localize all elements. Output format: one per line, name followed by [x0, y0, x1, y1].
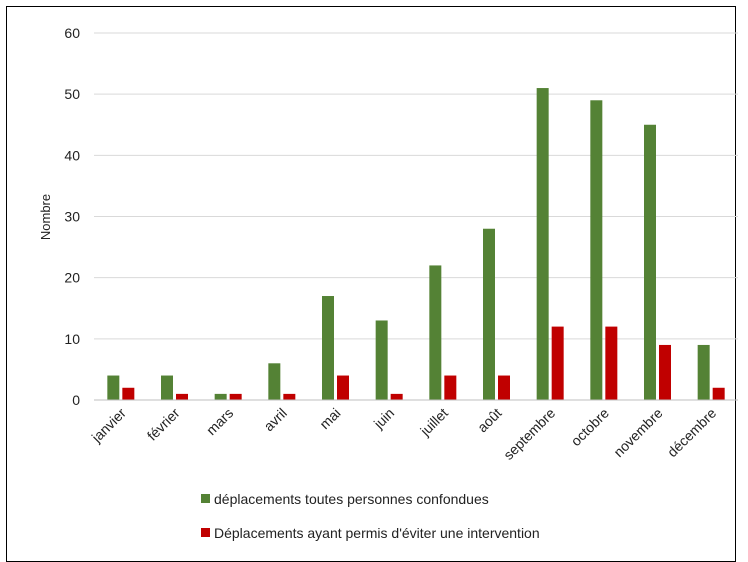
x-tick-label: novembre — [610, 405, 665, 460]
x-tick-label: juin — [370, 405, 397, 432]
x-tick-label: mai — [316, 405, 343, 432]
bars — [107, 88, 725, 401]
y-tick-label: 10 — [64, 331, 80, 347]
bar-avoided-11 — [712, 387, 725, 400]
bar-total-1 — [161, 375, 173, 400]
x-tick-label: septembre — [500, 405, 558, 463]
y-tick-label: 30 — [64, 209, 80, 225]
bar-total-2 — [214, 393, 227, 400]
bar-avoided-9 — [605, 326, 618, 400]
bar-avoided-7 — [498, 375, 510, 400]
bar-total-7 — [483, 228, 495, 400]
bar-total-11 — [697, 344, 710, 400]
bar-total-8 — [536, 88, 549, 401]
legend-label: Déplacements ayant permis d'éviter une i… — [214, 525, 540, 541]
x-tick-label: décembre — [664, 405, 719, 460]
bar-total-5 — [375, 320, 388, 400]
y-axis-ticks: 0 10 20 30 40 50 60 — [64, 25, 80, 408]
x-tick-label: octobre — [568, 405, 612, 449]
y-tick-label: 0 — [72, 392, 80, 408]
x-tick-label: février — [144, 405, 183, 444]
bar-avoided-5 — [390, 393, 403, 400]
bar-avoided-8 — [551, 326, 564, 400]
bar-avoided-6 — [444, 375, 457, 400]
x-tick-label: juillet — [416, 405, 451, 440]
bar-total-9 — [590, 100, 603, 401]
bar-avoided-1 — [176, 393, 188, 400]
x-tick-label: mars — [203, 405, 236, 438]
gridlines — [94, 32, 738, 340]
bar-avoided-2 — [229, 393, 242, 400]
bar-total-10 — [644, 124, 656, 400]
chart-frame — [6, 6, 736, 562]
x-axis-ticks: janvier février mars avril mai juin juillet aoû… — [88, 405, 720, 463]
bar-total-4 — [322, 296, 334, 400]
legend-swatch — [201, 494, 210, 503]
y-tick-label: 50 — [64, 86, 80, 102]
legend-label: déplacements toutes personnes confondues — [214, 491, 489, 507]
x-tick-label: avril — [260, 405, 289, 434]
x-tick-label: janvier — [88, 405, 129, 446]
x-tick-label: août — [474, 405, 505, 436]
bar-total-3 — [268, 363, 281, 400]
bar-total-6 — [429, 265, 442, 400]
legend-swatch — [201, 528, 210, 537]
bar-avoided-4 — [337, 375, 349, 400]
bar-avoided-0 — [122, 387, 135, 400]
y-tick-label: 20 — [64, 270, 80, 286]
y-axis-title: Nombre — [38, 194, 53, 240]
bar-total-0 — [107, 375, 120, 400]
y-tick-label: 60 — [64, 25, 80, 41]
legend: déplacements toutes personnes confondues… — [201, 491, 540, 541]
y-tick-label: 40 — [64, 147, 80, 163]
bar-avoided-10 — [659, 344, 671, 400]
bar-avoided-3 — [283, 393, 296, 400]
